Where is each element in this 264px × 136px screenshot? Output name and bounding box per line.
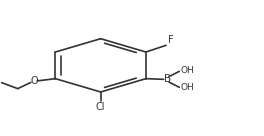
Text: Cl: Cl (96, 102, 105, 112)
Text: OH: OH (181, 84, 194, 92)
Text: F: F (168, 35, 174, 45)
Text: OH: OH (181, 66, 194, 75)
Text: O: O (30, 76, 38, 86)
Text: B: B (164, 74, 172, 84)
